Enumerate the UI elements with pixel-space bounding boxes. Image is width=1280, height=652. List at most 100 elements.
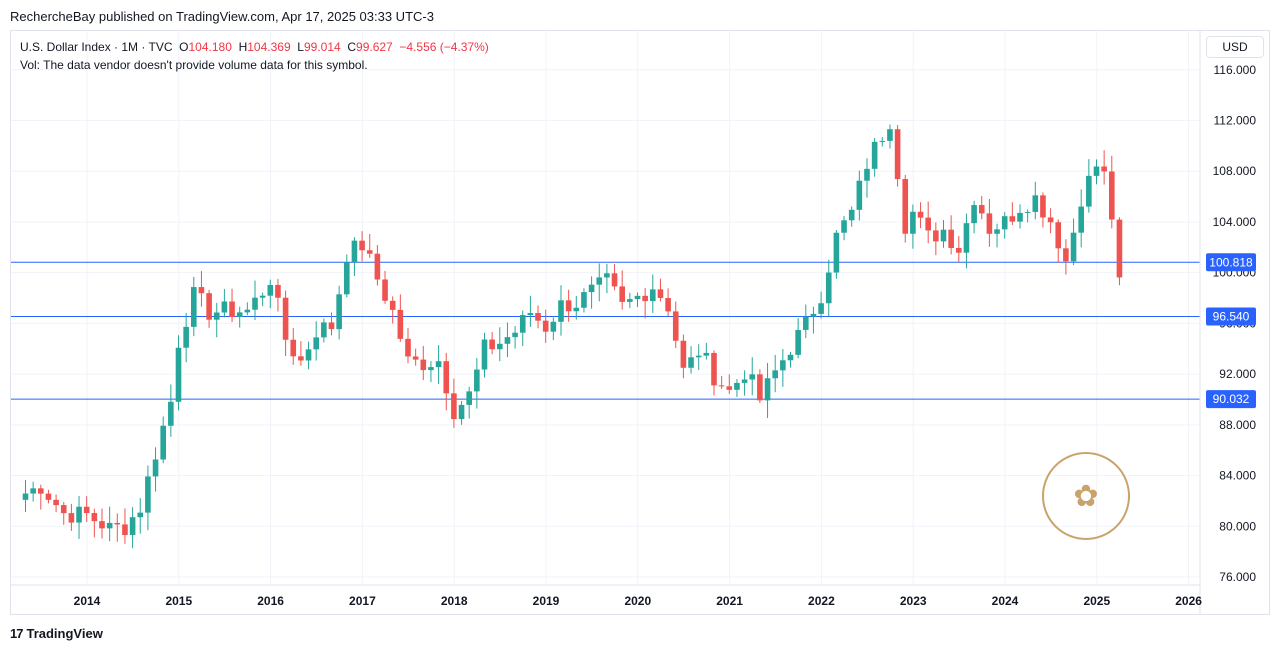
x-tick-label: 2025 — [1083, 594, 1110, 608]
candle-down — [198, 287, 205, 294]
candle-up — [550, 321, 557, 332]
candle-down — [718, 385, 725, 387]
candle-up — [313, 337, 319, 350]
candle-up — [1078, 206, 1084, 233]
x-tick-label: 2023 — [900, 594, 927, 608]
y-tick-label: 80.000 — [1219, 519, 1256, 533]
candle-up — [1032, 195, 1039, 212]
candle-up — [305, 349, 312, 361]
candle-up — [252, 297, 258, 310]
candle-down — [443, 361, 450, 394]
candle-up — [887, 129, 893, 141]
candle-up — [818, 303, 824, 314]
grid-lines — [11, 31, 1199, 584]
candle-up — [856, 180, 863, 210]
candle-up — [213, 312, 220, 320]
candle-up — [190, 287, 197, 327]
footer-brand[interactable]: 17 TradingView — [10, 626, 103, 641]
candle-down — [328, 322, 335, 330]
candle-up — [504, 337, 511, 344]
candle-up — [221, 301, 228, 313]
candle-up — [1070, 232, 1077, 262]
publish-info: RechercheBay published on TradingView.co… — [10, 9, 434, 24]
candle-up — [519, 315, 526, 333]
x-tick-label: 2019 — [533, 594, 560, 608]
candle-up — [864, 168, 870, 181]
candle-up — [458, 404, 465, 420]
candle-down — [1116, 219, 1123, 278]
candle-up — [343, 262, 350, 295]
time-axis: 2014 2015 2016 2017 2018 2019 2020 2021 2022 2023… — [11, 584, 1202, 608]
candle-down — [565, 300, 572, 312]
candle-down — [757, 374, 763, 401]
candle-up — [259, 295, 266, 298]
y-tick-label: 112.000 — [1214, 114, 1257, 128]
candle-up — [634, 295, 641, 300]
candle-down — [1040, 195, 1046, 218]
x-tick-label: 2014 — [74, 594, 101, 608]
candle-down — [374, 253, 381, 280]
candle-up — [496, 343, 503, 350]
candle-down — [53, 499, 59, 506]
candle-up — [871, 141, 878, 169]
x-tick-label: 2024 — [992, 594, 1019, 608]
candle-down — [206, 293, 212, 320]
candle-up — [940, 229, 947, 242]
candle-up — [22, 493, 29, 500]
y-tick-label: 116.000 — [1214, 63, 1257, 77]
candle-down — [114, 522, 121, 525]
candle-down — [1063, 248, 1069, 262]
footer-brand-name: TradingView — [26, 626, 103, 641]
candle-up — [971, 205, 977, 224]
candle-up — [688, 357, 694, 368]
candle-up — [30, 488, 36, 494]
horizontal-line-label: 90.032 — [1213, 392, 1250, 406]
currency-button[interactable]: USD — [1206, 36, 1264, 58]
candle-down — [275, 284, 281, 298]
candle-down — [83, 506, 90, 514]
y-tick-label: 84.000 — [1219, 469, 1256, 483]
candle-up — [474, 369, 480, 392]
candle-down — [726, 386, 733, 390]
candle-up — [604, 273, 610, 278]
candle-down — [711, 352, 717, 386]
candle-up — [435, 361, 442, 368]
candle-up — [512, 332, 518, 338]
candle-up — [351, 240, 358, 263]
candle-down — [389, 300, 396, 310]
candle-up — [558, 300, 564, 322]
y-tick-label: 76.000 — [1219, 570, 1256, 584]
candle-up — [183, 326, 189, 348]
candle-down — [642, 295, 648, 302]
candle-up — [321, 322, 327, 338]
candle-down — [948, 229, 954, 248]
watermark-glyph: ✿ — [1073, 478, 1099, 514]
candle-up — [588, 284, 595, 293]
candle-down — [282, 297, 289, 340]
candle-up — [780, 360, 786, 371]
candle-down — [1108, 171, 1115, 220]
symbol-label[interactable]: U.S. Dollar Index · 1M · TVC — [20, 40, 173, 54]
candle-up — [910, 211, 916, 234]
candle-up — [627, 299, 633, 302]
candle-down — [933, 230, 939, 242]
horizontal-line-labels: 100.818 96.540 90.032 — [1206, 253, 1256, 409]
candle-down — [917, 211, 924, 218]
chart-frame[interactable] — [10, 30, 1270, 615]
close-label: C — [347, 40, 357, 54]
x-tick-label: 2017 — [349, 594, 376, 608]
candle-up — [833, 232, 840, 273]
candle-up — [481, 339, 488, 370]
candle-down — [290, 339, 297, 357]
candle-up — [802, 316, 809, 330]
candle-up — [841, 220, 847, 233]
candle-down — [535, 312, 541, 321]
candle-down — [1101, 166, 1107, 172]
candle-up — [879, 140, 886, 142]
candle-up — [129, 517, 136, 535]
candle-down — [60, 505, 67, 514]
candle-up — [236, 312, 243, 318]
high-value: 104.369 — [247, 40, 291, 54]
candle-down — [1055, 222, 1062, 249]
